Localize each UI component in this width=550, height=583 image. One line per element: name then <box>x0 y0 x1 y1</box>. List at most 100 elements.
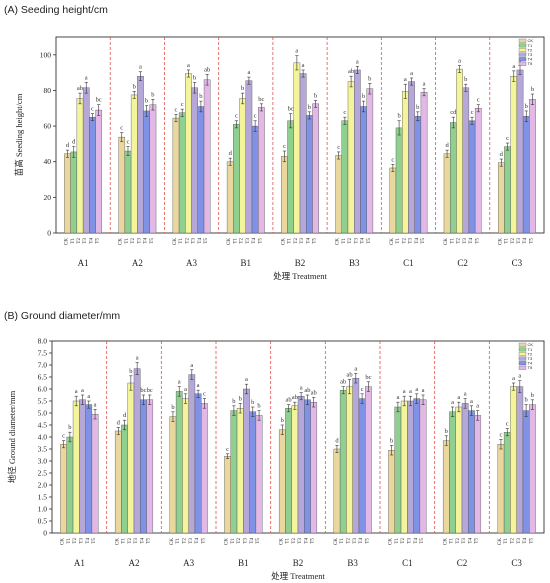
panel-a-legend-label: T2 <box>528 47 533 52</box>
panel-b-bar-tick-label: T5 <box>147 538 152 544</box>
panel-b-y-tick-label: 0 <box>43 529 47 538</box>
panel-b-significance-label: a <box>300 385 303 392</box>
panel-a-bar-T4-C3 <box>522 116 530 234</box>
panel-b-significance-label: b <box>524 397 527 404</box>
panel-b-title: (B) Ground diameter/mm <box>4 310 120 322</box>
panel-b-bar-T5-C2 <box>474 415 482 534</box>
panel-a-bar-tick-label: T3 <box>354 238 359 244</box>
panel-a-category-label: B3 <box>349 258 360 268</box>
panel-b-category-label: A1 <box>74 558 85 568</box>
panel-a-bar-T2-C3 <box>510 75 518 234</box>
panel-b-significance-label: a <box>178 379 181 386</box>
panel-a-bar-T4-A2 <box>143 110 151 234</box>
panel-b-bar-tick-label: T1 <box>286 538 291 544</box>
panel-a-bar-tick-label: T3 <box>409 238 414 244</box>
panel-a-bar-T2-B1 <box>239 98 246 234</box>
panel-b-category-label: B3 <box>347 558 358 568</box>
panel-b-significance-label: ab <box>340 379 346 386</box>
panel-b-legend-swatch <box>518 361 527 366</box>
panel-a-significance-label: c <box>120 125 123 132</box>
panel-b-significance-label: ab <box>346 371 352 378</box>
panel-a-bar-tick-label: T5 <box>529 238 534 244</box>
panel-b-y-tick-label: 2.5 <box>38 469 48 478</box>
panel-b-bar-tick-label: CK <box>334 538 339 545</box>
panel-a-significance-label: a <box>404 76 407 83</box>
panel-b-significance-label: b <box>390 437 393 444</box>
panel-b-bar-tick-label: T3 <box>134 538 139 544</box>
panel-b-bar-T1-C1 <box>394 406 402 534</box>
panel-b-bar-tick-label: T5 <box>420 538 425 544</box>
panel-a-legend-label: T1 <box>528 43 533 48</box>
panel-b-significance-label: b <box>232 398 235 405</box>
panel-a-significance-label: a <box>187 62 190 69</box>
panel-b-bar-CK-A1 <box>60 444 67 534</box>
panel-b-legend-swatch <box>518 356 527 361</box>
panel-a-bar-T4-C1 <box>414 116 422 234</box>
panel-a-category-label: C1 <box>403 258 414 268</box>
panel-b-y-tick-label: 4.0 <box>38 433 48 442</box>
panel-b-significance-label: a <box>354 365 357 372</box>
panel-a-significance-label: c <box>506 135 509 142</box>
panel-a-significance-label: b <box>397 113 400 120</box>
panel-b-bar-tick-label: CK <box>279 538 284 545</box>
panel-a-significance-label: c <box>181 101 184 108</box>
panel-b-bar-tick-label: CK <box>443 538 448 545</box>
panel-a-bar-T1-A3 <box>178 112 186 234</box>
panel-a-significance-label: a <box>139 64 142 71</box>
panel-a-bar-tick-label: T2 <box>131 238 136 244</box>
panel-b-bar-tick-label: T1 <box>340 538 345 544</box>
panel-a-legend-swatch <box>518 38 527 43</box>
panel-a-category-label: B1 <box>241 258 252 268</box>
panel-b-significance-label: a <box>422 387 425 394</box>
panel-a-bar-T1-C2 <box>449 122 457 234</box>
panel-b-bar-CK-C1 <box>388 450 395 534</box>
panel-a-significance-label: d <box>72 139 76 146</box>
panel-b-significance-label: bc <box>365 374 371 381</box>
panel-a-bar-CK-B1 <box>226 161 234 234</box>
panel-b-y-tick-label: 1.0 <box>38 505 48 514</box>
panel-b-bar-T3-B2 <box>297 396 305 534</box>
panel-b-y-tick-label: 0.5 <box>38 517 48 526</box>
panel-b-bar-CK-B2 <box>278 429 286 534</box>
panel-b-y-tick-label: 4.5 <box>38 421 48 430</box>
panel-a-significance-label: bc <box>96 97 102 104</box>
panel-a-bar-tick-label: T2 <box>457 238 462 244</box>
panel-a-legend-swatch <box>518 52 527 57</box>
panel-b-significance-label: ab <box>285 397 291 404</box>
panel-a-significance-label: c <box>477 97 480 104</box>
panel-b-significance-label: b <box>171 404 174 411</box>
panel-b-category-label: A2 <box>129 558 140 568</box>
panel-a-significance-label: ab <box>204 66 210 73</box>
panel-b-bar-T5-A2 <box>146 399 154 534</box>
panel-a-bar-tick-label: T2 <box>240 238 245 244</box>
panel-a-bar-tick-label: CK <box>227 238 232 245</box>
panel-b-significance-label: a <box>184 386 187 393</box>
panel-a-bar-tick-label: T1 <box>342 238 347 244</box>
panel-a-bar-tick-label: T1 <box>233 238 238 244</box>
panel-a-bar-tick-label: CK <box>336 238 341 245</box>
panel-b-bar-T5-C1 <box>419 399 427 534</box>
panel-b-bar-tick-label: CK <box>389 538 394 545</box>
panel-b-significance-label: b <box>251 399 254 406</box>
panel-b-significance-label: c <box>500 431 503 438</box>
panel-b-significance-label: a <box>512 375 515 382</box>
panel-a-bar-T1-A1 <box>70 151 78 234</box>
panel-b-significance-label: a <box>476 403 479 410</box>
panel-b-bar-T4-B3 <box>358 398 366 534</box>
panel-b-significance-label: b <box>129 368 132 375</box>
panel-a-bar-tick-label: T4 <box>469 238 474 244</box>
panel-b-legend-label: T3 <box>528 356 533 361</box>
panel-a-bar-tick-label: T4 <box>306 238 311 244</box>
panel-a-significance-label: d <box>445 142 449 149</box>
panel-a-significance-label: b <box>525 103 528 110</box>
panel-a-bar-T2-A1 <box>76 98 84 234</box>
panel-a-significance-label: b <box>199 93 202 100</box>
panel-a-category-label: A2 <box>132 258 143 268</box>
panel-a-bar-CK-A3 <box>172 117 180 234</box>
panel-b-bar-T1-B1 <box>230 410 238 534</box>
panel-b-bar-T2-B1 <box>236 408 244 534</box>
panel-b-bar-tick-label: T4 <box>468 538 473 544</box>
panel-a-significance-label: b <box>416 104 419 111</box>
panel-a-significance-label: c <box>175 107 178 114</box>
